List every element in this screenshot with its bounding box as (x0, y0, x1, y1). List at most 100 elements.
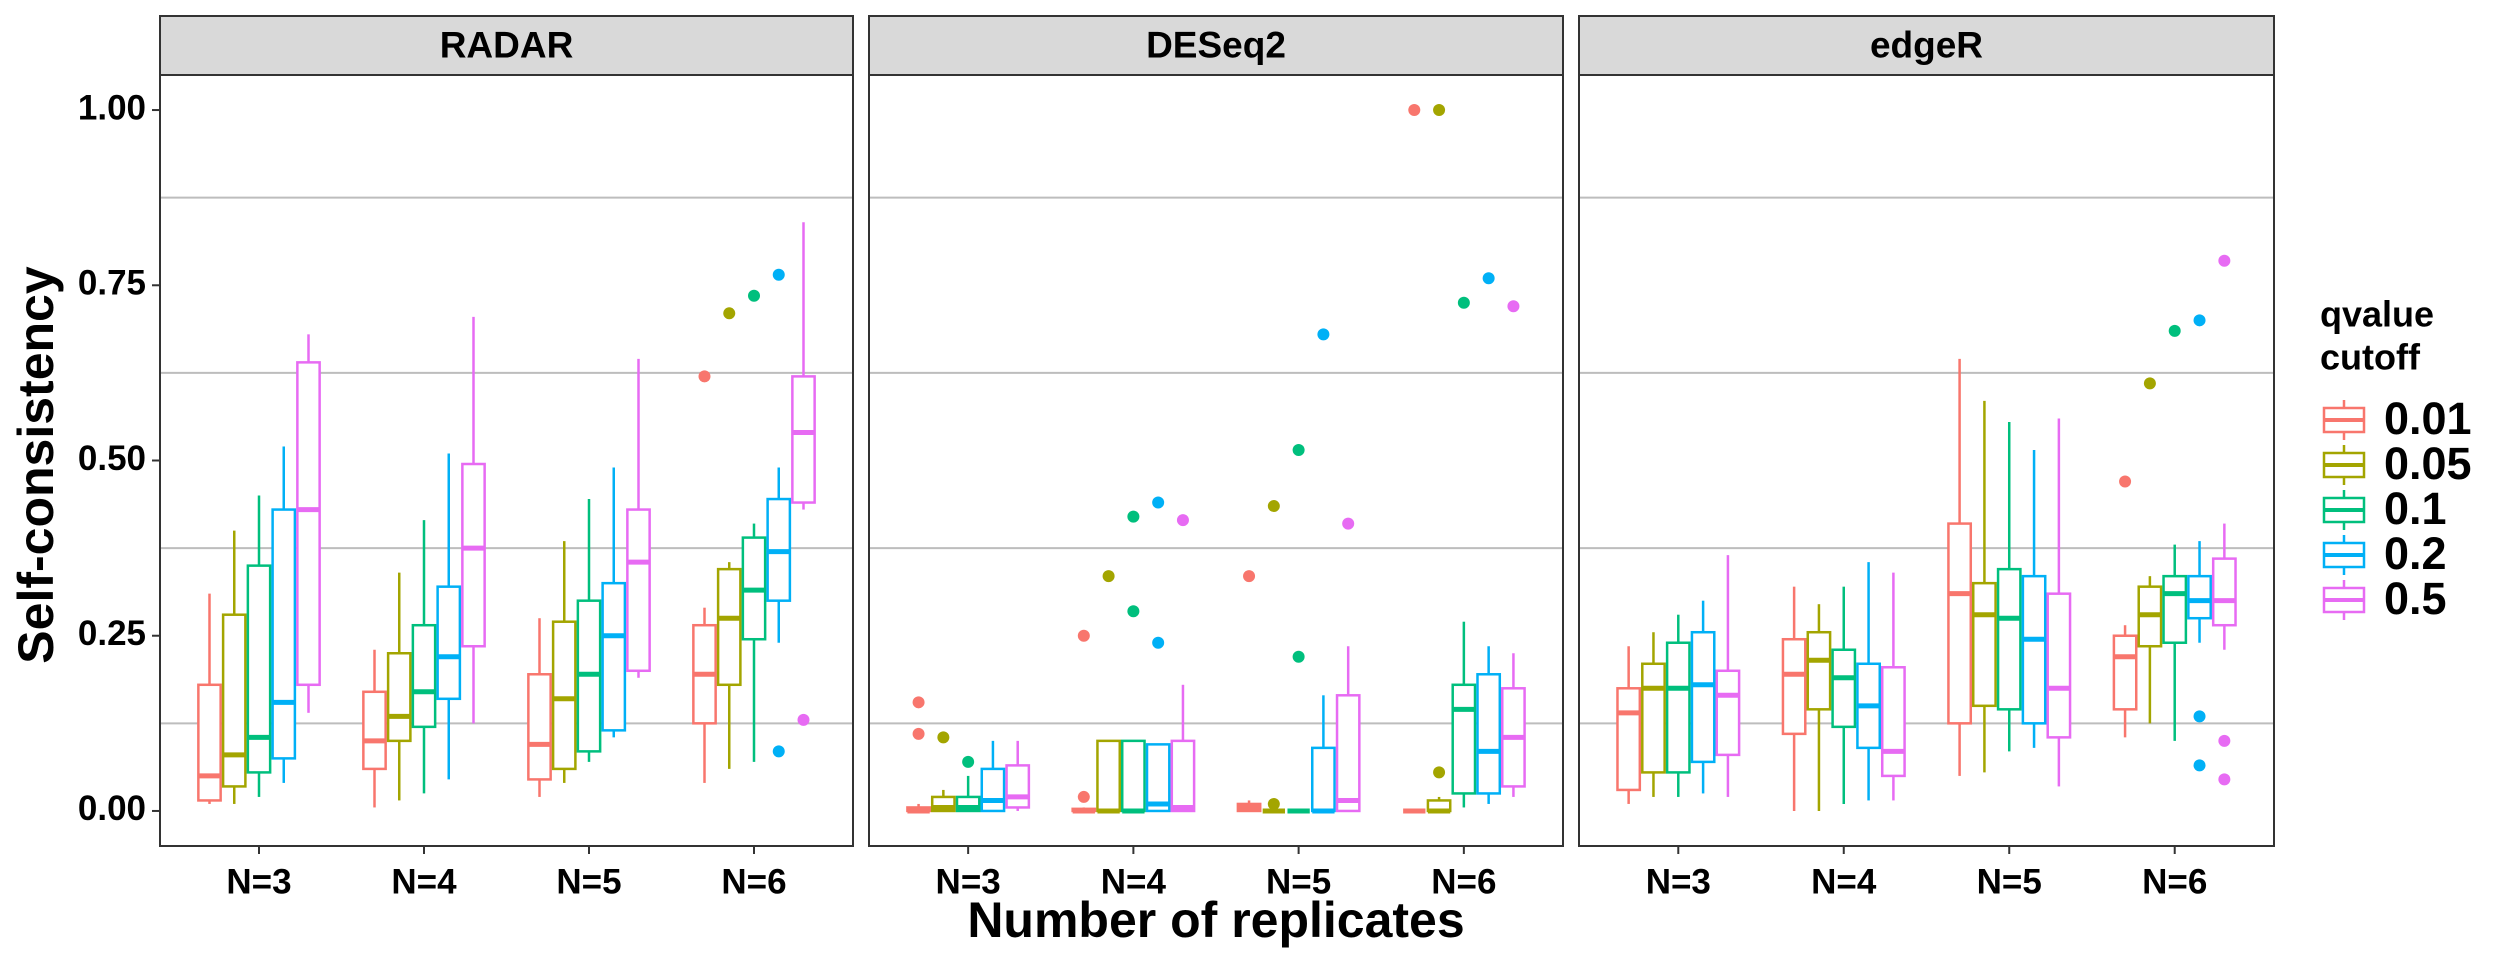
facet-title: RADAR (440, 24, 574, 65)
outlier (1267, 500, 1280, 513)
box (2187, 574, 2212, 620)
box (1690, 630, 1716, 764)
x-tick-label: N=4 (391, 862, 457, 901)
box (271, 508, 297, 760)
outlier (2193, 710, 2206, 723)
legend-label: 0.1 (2384, 483, 2447, 534)
box (461, 462, 486, 648)
outlier (2193, 314, 2206, 327)
box (386, 652, 412, 743)
box (551, 620, 577, 771)
box (1996, 567, 2022, 711)
box (436, 585, 462, 701)
box (2162, 574, 2188, 644)
panel-border (1578, 74, 2275, 847)
box (362, 690, 387, 771)
x-tick-label: N=5 (556, 862, 621, 901)
box (1641, 662, 1666, 774)
box (1145, 743, 1171, 813)
outlier (1292, 443, 1305, 456)
outlier (772, 268, 785, 281)
outlier (2193, 759, 2206, 772)
panel-border (868, 74, 1564, 847)
x-axis-title: Number of replicates (967, 892, 1464, 948)
outlier (1176, 514, 1189, 527)
box (1476, 673, 1502, 795)
box (1005, 764, 1031, 809)
outlier (1127, 510, 1140, 523)
box (791, 375, 816, 504)
box (2211, 557, 2237, 627)
outlier (1152, 636, 1165, 649)
x-tick-label: N=6 (1431, 862, 1496, 901)
outlier (1408, 104, 1421, 117)
outlier (937, 731, 950, 744)
x-tick-label: N=6 (2142, 862, 2207, 901)
box (1311, 746, 1336, 813)
outlier (1457, 296, 1470, 309)
box (2112, 634, 2138, 711)
y-tick-label: 1.00 (78, 88, 146, 127)
outlier (2168, 324, 2181, 337)
box (1831, 648, 1857, 729)
outlier (1433, 104, 1446, 117)
box (1451, 683, 1477, 795)
outlier (962, 755, 975, 768)
outlier (1342, 517, 1355, 530)
outlier (912, 727, 925, 740)
box (1096, 739, 1121, 813)
outlier (1482, 272, 1495, 285)
x-tick-label: N=6 (721, 862, 786, 901)
box (1947, 522, 1973, 725)
legend-title: qvalue (2320, 294, 2434, 335)
outlier (2119, 475, 2132, 488)
box (411, 623, 437, 729)
outlier (1317, 328, 1330, 341)
facet-title: DESeq2 (1146, 24, 1286, 65)
outlier (772, 745, 785, 758)
box (246, 564, 272, 774)
outlier (912, 696, 925, 709)
outlier (1102, 570, 1115, 583)
strip (159, 15, 854, 76)
outlier (1077, 790, 1090, 803)
x-tick-label: N=4 (1811, 862, 1877, 901)
outlier (1127, 605, 1140, 618)
box (601, 581, 627, 732)
facet-title: edgeR (1870, 24, 1983, 65)
x-tick-label: N=4 (1101, 862, 1167, 901)
y-tick-label: 0.25 (78, 614, 146, 653)
x-tick-label: N=3 (1646, 862, 1711, 901)
box (1170, 739, 1196, 813)
box (2021, 574, 2047, 725)
outlier (797, 713, 810, 726)
outlier (1152, 496, 1165, 509)
y-tick-label: 0.75 (78, 264, 146, 303)
outlier (2218, 734, 2231, 747)
x-tick-label: N=5 (1266, 862, 1331, 901)
outlier (1077, 629, 1090, 642)
x-tick-label: N=3 (936, 862, 1001, 901)
box (1715, 669, 1741, 757)
box (1616, 687, 1642, 792)
outlier (1267, 797, 1280, 810)
box (197, 683, 222, 802)
legend-title: cutoff (2320, 337, 2421, 378)
outlier (748, 289, 760, 302)
outlier (723, 307, 736, 320)
legend-label: 0.01 (2384, 393, 2472, 444)
box (1880, 666, 1906, 778)
box (527, 673, 552, 781)
outlier (2218, 773, 2231, 786)
box (221, 613, 247, 788)
outlier (1433, 766, 1446, 779)
legend-label: 0.05 (2384, 438, 2472, 489)
y-axis-title: Self-consistency (8, 266, 64, 664)
strip (868, 15, 1564, 76)
box (1806, 630, 1832, 711)
outlier (1243, 570, 1256, 583)
x-tick-label: N=5 (1977, 862, 2042, 901)
box (2046, 592, 2072, 739)
